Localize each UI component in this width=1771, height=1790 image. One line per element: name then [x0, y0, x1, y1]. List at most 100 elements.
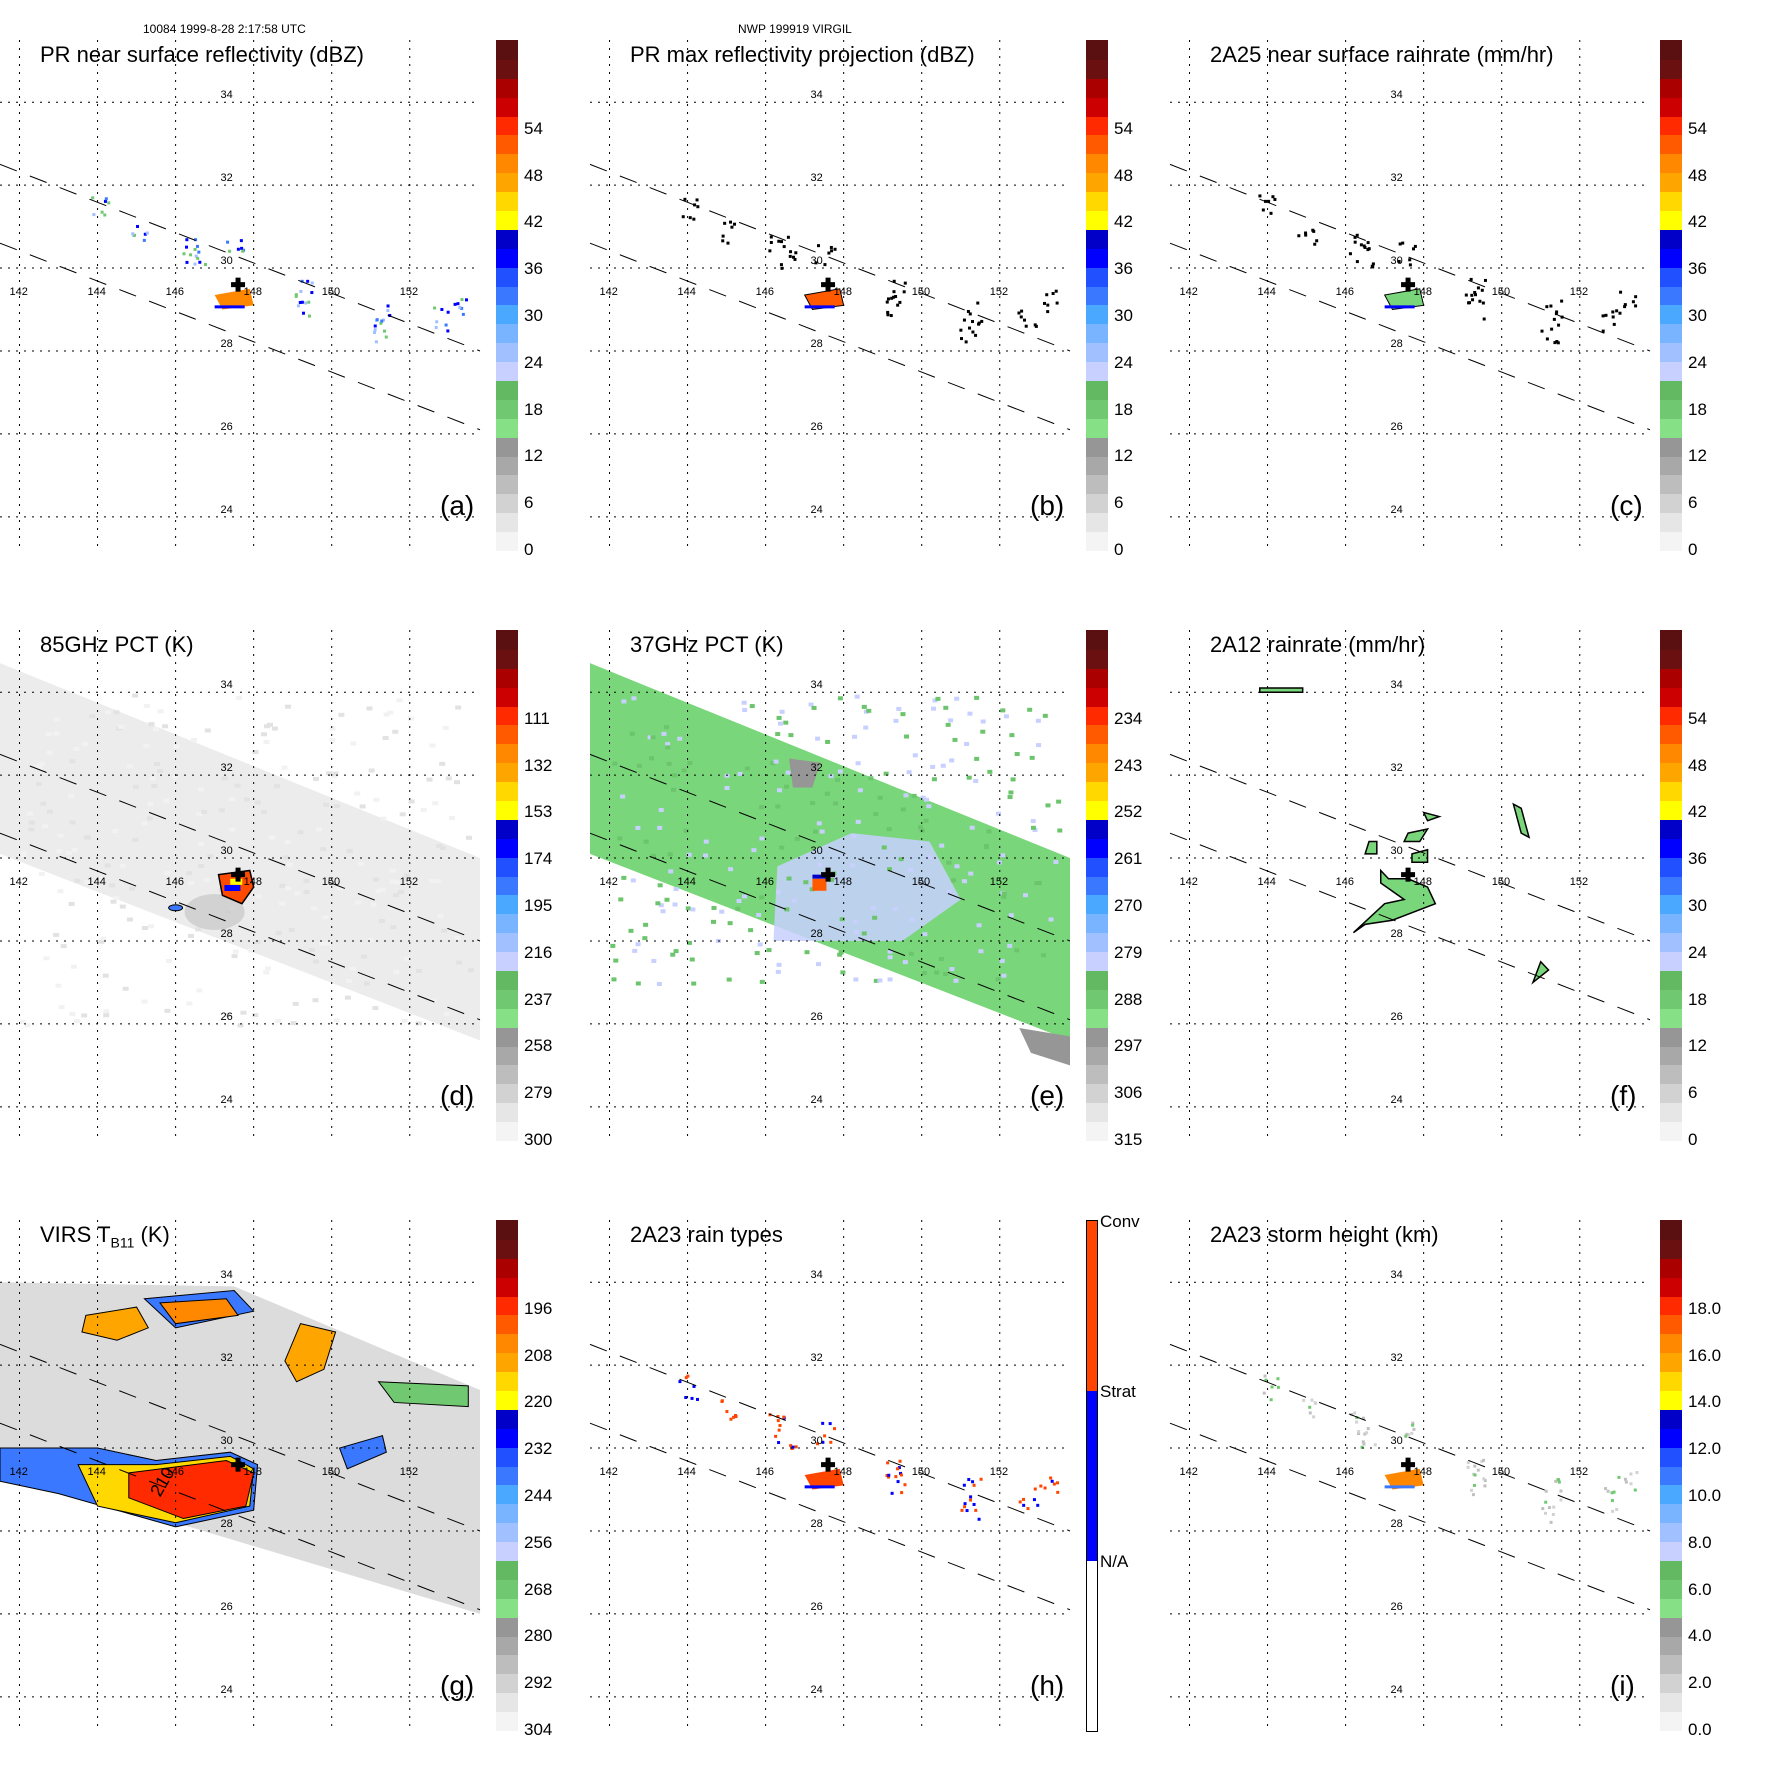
colorbar-segment [496, 398, 518, 419]
data-cell [329, 726, 336, 731]
data-pixel [725, 1410, 729, 1414]
colorbar-segment [1086, 951, 1108, 972]
data-cell [188, 881, 195, 886]
data-cell [833, 801, 839, 806]
colorbar-segment [1086, 932, 1108, 953]
data-pixel [1313, 242, 1317, 246]
data-pixel [1269, 1398, 1273, 1402]
data-pixel [1384, 1485, 1415, 1489]
colorbar-segment [1660, 932, 1682, 953]
data-pixel [829, 1440, 833, 1444]
panel-b: 142 144 146 148 150 152 34 32 30 28 26 24 PR max ref… [589, 40, 1170, 610]
data-cell [952, 737, 958, 742]
data-cell [896, 706, 902, 711]
data-cell [333, 1018, 340, 1023]
colorbar-segment [496, 1692, 518, 1713]
data-cell [650, 735, 656, 740]
data-cell [873, 812, 879, 817]
data-cell [881, 845, 887, 850]
data-cell [383, 712, 390, 717]
colorbar-segment [1086, 134, 1108, 155]
data-pixel [373, 328, 377, 332]
colorbar-segment [1086, 781, 1108, 802]
data-pixel [971, 330, 975, 334]
data-cell [54, 717, 61, 722]
data-cell [312, 998, 319, 1003]
data-pixel [189, 253, 193, 257]
colorbar-segment [496, 1635, 518, 1656]
data-cell [157, 709, 164, 714]
data-pixel [788, 254, 792, 258]
panel-title: PR max reflectivity projection (dBZ) [630, 42, 975, 67]
data-cell [855, 761, 861, 766]
data-pixel [1466, 1465, 1470, 1469]
data-cell [904, 734, 910, 739]
data-pixel [1476, 286, 1480, 290]
data-cell [664, 725, 670, 730]
data-cell [719, 909, 725, 914]
data-cell [853, 930, 859, 935]
colorbar-segment [1086, 361, 1108, 382]
data-cell [628, 928, 634, 933]
lon-tick-label: 150 [1492, 876, 1510, 888]
data-cell [632, 948, 638, 953]
lon-tick-label: 146 [1336, 1466, 1354, 1478]
data-cell [173, 744, 180, 749]
colorbar-tick-label: 30 [1688, 896, 1707, 916]
data-pixel [1363, 1432, 1367, 1436]
cloud-band-core [159, 1298, 239, 1325]
data-pixel [1270, 1385, 1274, 1389]
colorbar-segment [496, 1064, 518, 1085]
colorbar-segment [1660, 1446, 1682, 1467]
data-pixel [1362, 1442, 1366, 1446]
data-cell [43, 956, 50, 961]
panel-a: 142 144 146 148 150 152 34 32 30 28 26 24 PR near su… [0, 40, 580, 610]
data-pixel [1017, 311, 1021, 315]
data-cell [132, 693, 139, 698]
colorbar-segment [496, 837, 518, 858]
data-cell [24, 1023, 31, 1028]
data-cell [28, 827, 35, 832]
colorbar-tick-label: 48 [1114, 165, 1133, 185]
data-pixel [890, 1491, 894, 1495]
lat-tick-label: 32 [810, 762, 822, 774]
data-pixel [1355, 233, 1359, 237]
data-pixel [1604, 1487, 1608, 1491]
data-cell [403, 956, 410, 961]
data-pixel [1046, 310, 1050, 314]
panel-title: 2A12 rainrate (mm/hr) [1210, 632, 1426, 657]
colorbar-b [1086, 40, 1108, 552]
data-cell [1053, 860, 1059, 865]
data-pixel [294, 293, 298, 297]
data-cell [103, 1013, 110, 1018]
data-pixel [900, 1491, 904, 1495]
data-pixel [968, 326, 972, 330]
data-cell [964, 741, 970, 746]
colorbar-segment [496, 1026, 518, 1047]
colorbar-tick-label: 216 [524, 942, 553, 962]
storm-center-icon [1401, 1457, 1416, 1472]
data-cell [338, 712, 345, 717]
data-pixel [1019, 315, 1023, 319]
data-cell [1014, 948, 1020, 953]
data-pixel [1050, 1479, 1054, 1483]
data-pixel [1466, 1461, 1470, 1465]
data-pixel [1555, 310, 1559, 314]
data-cell [610, 943, 616, 948]
lat-tick-label: 26 [1390, 1601, 1402, 1613]
data-cell [810, 801, 816, 806]
data-pixel [294, 294, 298, 298]
lat-tick-label: 26 [220, 421, 232, 433]
data-pixel [194, 254, 198, 258]
data-cell [426, 777, 433, 782]
panel-c: 142 144 146 148 150 152 34 32 30 28 26 24 2A25 near … [1169, 40, 1750, 610]
data-cell [728, 867, 734, 872]
colorbar-segment [496, 493, 518, 514]
data-cell [434, 878, 441, 883]
data-pixel [776, 1414, 780, 1418]
data-cell [312, 959, 319, 964]
colorbar-segment [1086, 913, 1108, 934]
data-cell [275, 1019, 282, 1024]
data-cell [380, 816, 387, 821]
